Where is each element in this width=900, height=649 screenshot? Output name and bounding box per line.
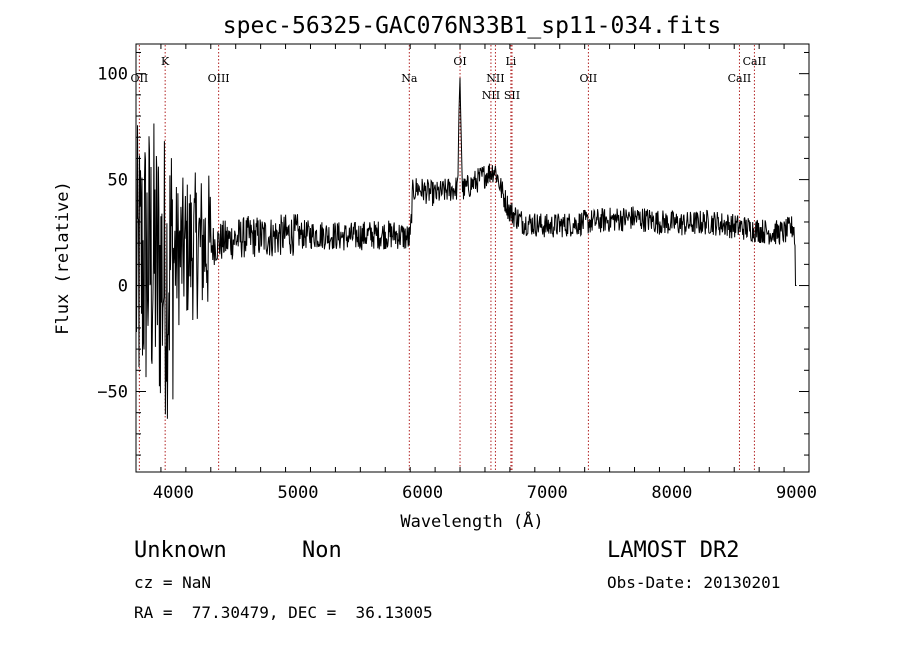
axis-ticks: 4000 5000 6000 7000 8000 9000 −50 0 50 100 — [97, 44, 817, 503]
x-tick-label: 7000 — [527, 483, 568, 503]
spectral-line-label: CaII — [743, 55, 767, 68]
x-tick-label: 9000 — [776, 483, 817, 503]
y-tick-label: −50 — [97, 382, 128, 402]
spectral-line-label: OIII — [208, 72, 230, 85]
spectrum-line — [135, 77, 797, 419]
observation-date: Obs-Date: 20130201 — [607, 573, 781, 592]
spectral-line-label: NII — [486, 72, 504, 85]
spectral-line-label: Na — [401, 72, 418, 85]
x-tick-label: 5000 — [278, 483, 319, 503]
spectral-line-label: Li — [505, 55, 516, 68]
spectral-line-label: NII — [482, 89, 500, 102]
spectral-line-label: K — [161, 55, 170, 68]
plot-frame — [135, 43, 810, 473]
x-tick-label: 4000 — [153, 483, 194, 503]
object-class: Unknown — [134, 538, 227, 563]
chart-title: spec-56325-GAC076N33B1_sp11-034.fits — [223, 13, 722, 39]
spectral-line-label: OII — [580, 72, 598, 85]
spectral-line-label: CaII — [728, 72, 752, 85]
y-tick-label: 50 — [108, 171, 128, 191]
survey-name: LAMOST DR2 — [607, 538, 740, 563]
x-tick-label: 8000 — [651, 483, 692, 503]
x-axis-label: Wavelength (Å) — [400, 510, 543, 532]
spectral-line-label: OII — [131, 72, 149, 85]
object-subclass: Non — [302, 538, 342, 563]
y-tick-label: 0 — [118, 277, 128, 297]
redshift-cz: cz = NaN — [134, 573, 212, 592]
spectral-line-label: SII — [504, 89, 520, 102]
x-tick-label: 6000 — [402, 483, 443, 503]
ra-dec-coordinates: RA = 77.30479, DEC = 36.13005 — [134, 603, 433, 622]
y-axis-label: Flux (relative) — [53, 181, 73, 335]
y-tick-label: 100 — [97, 65, 128, 85]
spectral-line-label: OI — [453, 55, 466, 68]
